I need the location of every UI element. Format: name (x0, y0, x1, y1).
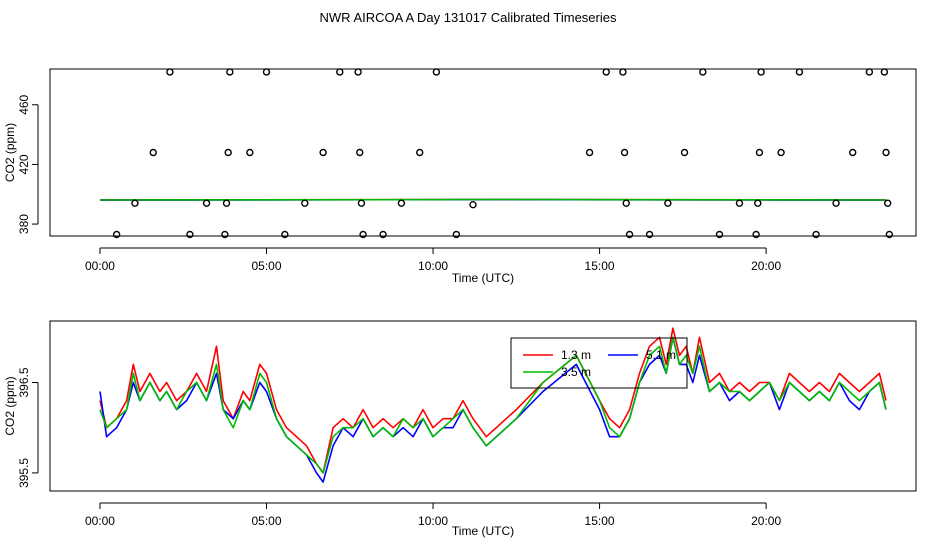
data-point (359, 230, 367, 239)
data-point (885, 230, 894, 239)
data-point (186, 230, 194, 239)
series-line-1-3-m (99, 327, 887, 474)
y-axis-label: CO2 (ppm) (3, 123, 17, 182)
data-point (336, 68, 344, 76)
x-tick-label: 05:00 (251, 259, 281, 273)
x-tick-label: 10:00 (418, 514, 448, 528)
data-point (452, 230, 461, 239)
legend-entry-label: 1.3 m (561, 348, 591, 362)
x-tick-label: 05:00 (251, 514, 281, 528)
data-point (112, 230, 121, 239)
data-point (354, 68, 362, 76)
data-point (131, 199, 139, 207)
data-point (226, 68, 234, 76)
data-point (625, 230, 634, 239)
data-point (301, 199, 309, 207)
data-point (224, 148, 232, 157)
chart-title: NWR AIRCOA A Day 131017 Calibrated Times… (320, 10, 617, 25)
data-point (865, 68, 874, 76)
panel-1: 00:00 05:00 10:00 15:00 20:00 Time (UTC) 380 42… (3, 68, 917, 285)
data-point (755, 148, 764, 157)
data-point (262, 68, 271, 76)
data-point (832, 199, 840, 207)
data-point (812, 230, 820, 239)
data-point (752, 230, 760, 239)
data-point (619, 68, 627, 76)
x-axis-label: Time (UTC) (452, 271, 514, 285)
y-tick-label: 420 (17, 154, 31, 174)
data-point (757, 68, 765, 76)
data-point (222, 199, 231, 207)
x-tick-label: 15:00 (585, 259, 615, 273)
series-line-3-5-m (99, 336, 887, 474)
data-point (319, 148, 327, 157)
data-point (645, 230, 654, 239)
legend: 1.3 m 5.1 m 3.5 m (510, 337, 688, 389)
data-point (379, 230, 387, 239)
data-point (882, 148, 890, 157)
x-tick-label: 20:00 (751, 514, 781, 528)
x-tick-label: 00:00 (85, 514, 115, 528)
x-tick-label: 20:00 (751, 259, 781, 273)
y-tick-label: 396.5 (17, 367, 31, 397)
data-point (281, 230, 289, 239)
data-point (699, 68, 707, 76)
data-point (246, 148, 254, 157)
data-point (849, 148, 857, 157)
y-axis-label: CO2 (ppm) (3, 376, 17, 435)
data-point (602, 68, 610, 76)
y-tick-label: 460 (17, 94, 31, 114)
legend-entry-label: 5.1 m (646, 348, 676, 362)
data-point (149, 148, 157, 157)
data-point (777, 148, 785, 157)
data-point (883, 199, 892, 207)
data-point (585, 148, 594, 157)
data-point (715, 230, 724, 239)
panel-2: 00:00 05:00 10:00 15:00 20:00 Time (UTC) 395.5… (3, 320, 917, 538)
data-point (664, 199, 672, 207)
data-point (397, 199, 406, 207)
data-point (880, 68, 889, 76)
plot-frame (49, 68, 917, 237)
data-point (622, 199, 630, 207)
data-point (432, 68, 441, 76)
data-point (754, 199, 762, 207)
series-line-3-5-m (99, 198, 887, 201)
x-tick-label: 00:00 (85, 259, 115, 273)
data-point (357, 199, 366, 207)
legend-box (510, 337, 688, 389)
data-point (416, 148, 424, 157)
data-point (620, 148, 629, 157)
legend-entry-label: 3.5 m (561, 365, 591, 379)
data-point (735, 199, 744, 207)
plot-frame (49, 320, 917, 492)
data-point (202, 199, 211, 207)
data-point (356, 148, 364, 157)
data-point (166, 68, 174, 76)
data-point (680, 148, 689, 157)
data-point (221, 230, 229, 239)
data-point (795, 68, 804, 76)
x-axis-label: Time (UTC) (452, 524, 514, 538)
x-tick-label: 15:00 (585, 514, 615, 528)
data-point (469, 200, 477, 209)
y-tick-label: 380 (17, 214, 31, 234)
y-tick-label: 395.5 (17, 458, 31, 488)
x-tick-label: 10:00 (418, 259, 448, 273)
